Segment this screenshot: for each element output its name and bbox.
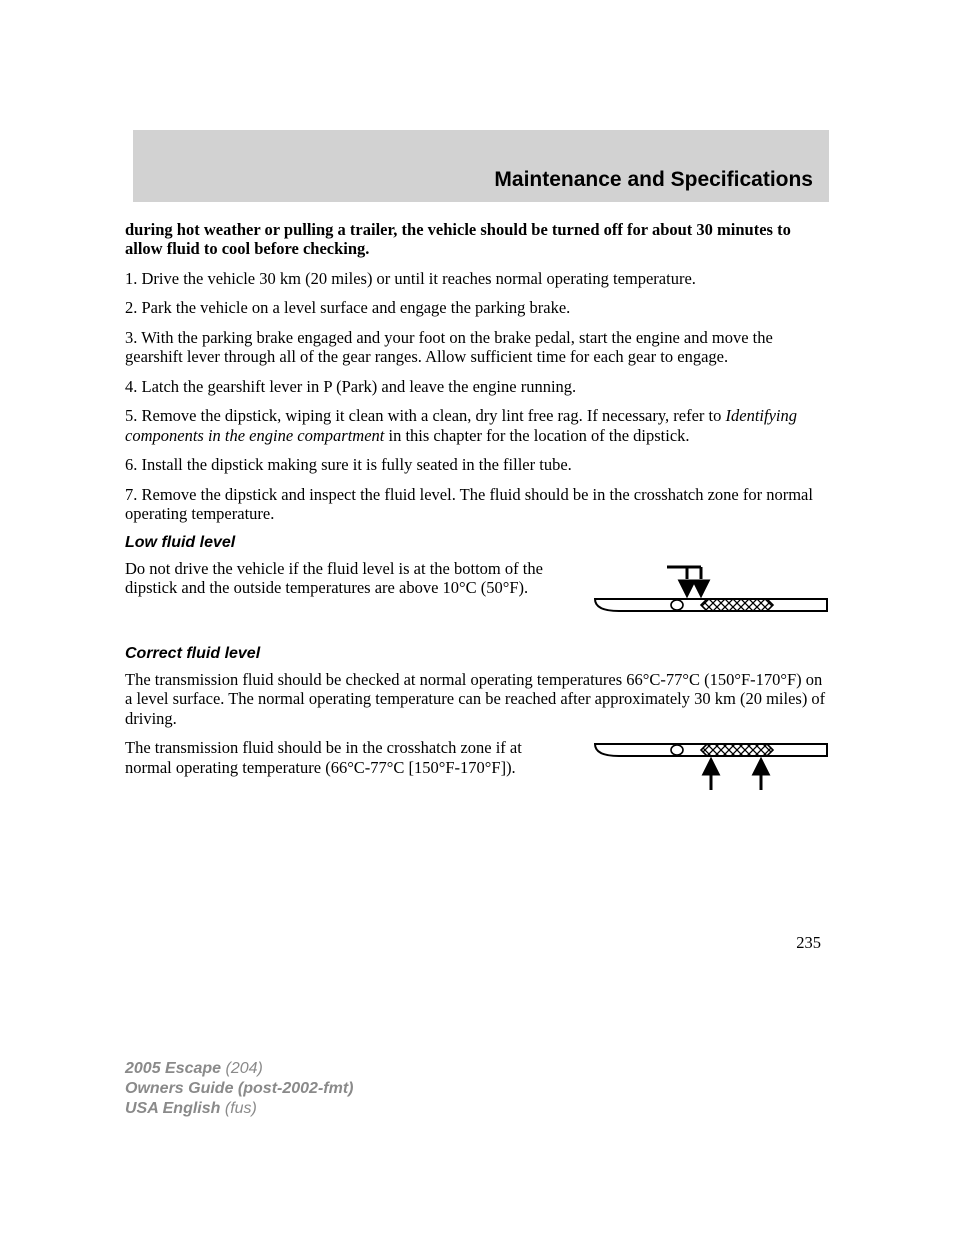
footer-model: 2005 Escape bbox=[125, 1060, 226, 1077]
footer-code: (204) bbox=[226, 1060, 263, 1077]
low-fluid-diagram bbox=[589, 559, 829, 633]
footer-lang-code: (fus) bbox=[225, 1100, 257, 1117]
footer-line-1: 2005 Escape (204) bbox=[125, 1059, 353, 1079]
correct-fluid-p1: The transmission fluid should be checked… bbox=[125, 670, 829, 728]
section-title: Maintenance and Specifications bbox=[494, 168, 813, 192]
correct-fluid-diagram bbox=[589, 738, 829, 812]
step-5-pre: 5. Remove the dipstick, wiping it clean … bbox=[125, 406, 726, 425]
correct-fluid-p2: The transmission fluid should be in the … bbox=[125, 738, 571, 777]
correct-fluid-block: The transmission fluid should be in the … bbox=[125, 738, 829, 812]
section-header-bar: Maintenance and Specifications bbox=[133, 130, 829, 202]
footer: 2005 Escape (204) Owners Guide (post-200… bbox=[125, 1059, 353, 1119]
page-number: 235 bbox=[125, 933, 829, 952]
step-3: 3. With the parking brake engaged and yo… bbox=[125, 328, 829, 367]
step-1: 1. Drive the vehicle 30 km (20 miles) or… bbox=[125, 269, 829, 288]
step-6: 6. Install the dipstick making sure it i… bbox=[125, 455, 829, 474]
page-content: during hot weather or pulling a trailer,… bbox=[125, 202, 829, 952]
step-2: 2. Park the vehicle on a level surface a… bbox=[125, 298, 829, 317]
low-fluid-heading: Low fluid level bbox=[125, 534, 829, 553]
low-fluid-text: Do not drive the vehicle if the fluid le… bbox=[125, 559, 571, 598]
step-5-post: in this chapter for the location of the … bbox=[384, 426, 689, 445]
low-fluid-block: Do not drive the vehicle if the fluid le… bbox=[125, 559, 829, 633]
intro-warning: during hot weather or pulling a trailer,… bbox=[125, 220, 829, 259]
step-4: 4. Latch the gearshift lever in P (Park)… bbox=[125, 377, 829, 396]
footer-line-2: Owners Guide (post-2002-fmt) bbox=[125, 1079, 353, 1099]
footer-lang: USA English bbox=[125, 1100, 225, 1117]
step-7: 7. Remove the dipstick and inspect the f… bbox=[125, 485, 829, 524]
step-5: 5. Remove the dipstick, wiping it clean … bbox=[125, 406, 829, 445]
footer-line-3: USA English (fus) bbox=[125, 1099, 353, 1119]
correct-fluid-heading: Correct fluid level bbox=[125, 645, 829, 664]
